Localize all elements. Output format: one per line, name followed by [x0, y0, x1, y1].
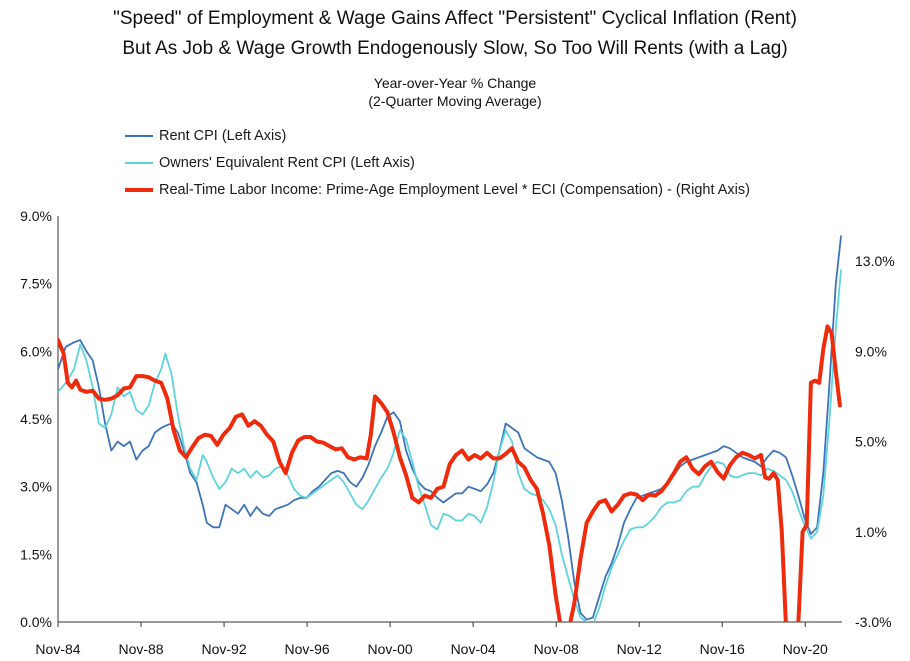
- chart-title-line-2: But As Job & Wage Growth Endogenously Sl…: [122, 38, 788, 59]
- legend-swatch-rent-cpi: [125, 134, 153, 137]
- x-tick-label: Nov-00: [368, 641, 413, 657]
- y-left-tick-label: 3.0%: [20, 479, 52, 495]
- legend-swatch-oer-cpi: [125, 161, 153, 164]
- series-line-oer-cpi: [58, 269, 842, 622]
- legend-label-labor-income: Real-Time Labor Income: Prime-Age Employ…: [159, 181, 750, 198]
- legend-item-rent-cpi: Rent CPI (Left Axis): [125, 122, 750, 149]
- x-tick-label: Nov-04: [451, 641, 496, 657]
- y-right-tick-label: 13.0%: [855, 253, 895, 269]
- y-left-tick-label: 6.0%: [20, 343, 52, 359]
- x-tick-label: Nov-16: [700, 641, 745, 657]
- series-line-labor-income: [58, 324, 842, 622]
- x-tick-label: Nov-92: [201, 641, 246, 657]
- legend-item-oer-cpi: Owners' Equivalent Rent CPI (Left Axis): [125, 149, 750, 176]
- legend-label-rent-cpi: Rent CPI (Left Axis): [159, 127, 287, 144]
- legend-item-labor-income: Real-Time Labor Income: Prime-Age Employ…: [125, 176, 750, 203]
- y-right-tick-label: 5.0%: [855, 434, 887, 450]
- y-right-tick-label: 1.0%: [855, 524, 887, 540]
- x-tick-label: Nov-12: [617, 641, 662, 657]
- y-right-tick-label: 9.0%: [855, 343, 887, 359]
- chart-subtitle-2: (2-Quarter Moving Average): [368, 93, 542, 109]
- y-left-tick-label: 1.5%: [20, 546, 52, 562]
- x-tick-label: Nov-84: [35, 641, 80, 657]
- y-left-tick-label: 7.5%: [20, 276, 52, 292]
- legend: Rent CPI (Left Axis) Owners' Equivalent …: [125, 122, 750, 203]
- x-tick-label: Nov-88: [118, 641, 163, 657]
- chart-subtitle: Year-over-Year % Change: [373, 75, 537, 91]
- x-tick-label: Nov-20: [783, 641, 828, 657]
- series-line-rent-cpi: [58, 235, 842, 621]
- y-left-tick-label: 9.0%: [20, 208, 52, 224]
- chart-title: "Speed" of Employment & Wage Gains Affec…: [113, 8, 797, 29]
- legend-swatch-labor-income: [125, 187, 153, 192]
- legend-label-oer-cpi: Owners' Equivalent Rent CPI (Left Axis): [159, 154, 415, 171]
- y-left-tick-label: 0.0%: [20, 614, 52, 630]
- x-tick-label: Nov-08: [534, 641, 579, 657]
- y-left-tick-label: 4.5%: [20, 411, 52, 427]
- x-tick-label: Nov-96: [285, 641, 330, 657]
- y-right-tick-label: -3.0%: [855, 614, 892, 630]
